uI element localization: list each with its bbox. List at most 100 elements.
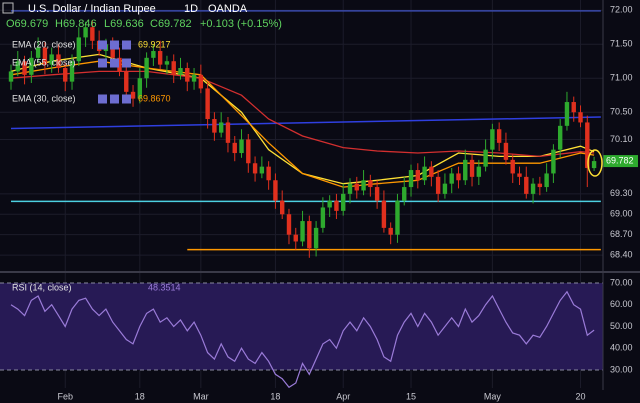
x-tick-label: 18 xyxy=(135,391,145,401)
y-tick-label: 68.70 xyxy=(610,229,633,239)
last-price-box xyxy=(603,155,638,168)
candle-body xyxy=(29,57,34,75)
candle-body xyxy=(449,173,454,184)
candle-body xyxy=(185,68,190,82)
x-tick-label: 18 xyxy=(270,391,280,401)
rsi-band xyxy=(0,283,603,370)
legend-entry: EMA (20, close) xyxy=(12,39,76,49)
legend-entry: EMA (55, close) xyxy=(12,57,76,67)
quote-low: L69.636 xyxy=(104,18,144,30)
legend-value: 69.9217 xyxy=(138,39,171,49)
candle-body xyxy=(273,180,278,201)
legend-icon[interactable] xyxy=(98,94,107,104)
candle-body xyxy=(157,51,163,65)
x-tick-label: Mar xyxy=(193,391,209,401)
legend-icon[interactable] xyxy=(110,40,119,50)
legend-icon[interactable] xyxy=(122,58,131,68)
candle-body xyxy=(517,173,522,177)
rsi-legend: RSI (14, close) xyxy=(12,282,72,292)
legend-icon[interactable] xyxy=(122,40,131,50)
last-price-label: 69.782 xyxy=(606,155,634,165)
candle-body xyxy=(347,183,353,194)
rsi-plot xyxy=(0,282,603,388)
legend-icon[interactable] xyxy=(98,40,107,50)
candle-body xyxy=(530,183,536,194)
candle-body xyxy=(551,149,556,174)
candle-body xyxy=(90,27,95,41)
y-tick-label: 72.00 xyxy=(610,5,633,15)
y-tick-label: 40.00 xyxy=(610,343,633,353)
x-tick-label: 15 xyxy=(406,391,416,401)
candle-body xyxy=(8,71,14,82)
candle-body xyxy=(124,71,129,92)
candle-body xyxy=(117,57,122,72)
candle-body xyxy=(22,61,27,75)
candle-body xyxy=(503,142,509,160)
candle-body xyxy=(83,27,88,38)
candle-body xyxy=(212,119,217,133)
ema-line xyxy=(10,70,595,158)
y-tick-label: 69.00 xyxy=(610,209,633,219)
y-tick-label: 50.00 xyxy=(610,321,633,331)
legend-icon[interactable] xyxy=(98,58,107,68)
candle-body xyxy=(422,166,427,181)
candle-body xyxy=(341,193,346,211)
candle-body xyxy=(395,200,400,235)
candle-body xyxy=(293,234,298,242)
candle-body xyxy=(15,61,20,72)
candle-body xyxy=(110,44,115,58)
legend-icon[interactable] xyxy=(110,58,119,68)
candle-body xyxy=(252,163,258,174)
candle-body xyxy=(76,37,81,62)
candle-body xyxy=(476,166,482,177)
candle-body xyxy=(408,170,414,188)
candle-body xyxy=(300,221,305,242)
candle-body xyxy=(537,183,543,188)
candle-body xyxy=(381,200,387,228)
legend-icon[interactable] xyxy=(122,94,131,104)
candle-body xyxy=(49,54,54,65)
trend-line xyxy=(10,116,601,130)
candle-body xyxy=(354,183,359,191)
candle-body xyxy=(218,122,224,133)
legend-entry: EMA (30, close) xyxy=(12,93,76,103)
annotation-ellipse xyxy=(587,149,603,177)
candle-body xyxy=(35,47,41,58)
candle-body xyxy=(232,142,237,154)
candle-body xyxy=(564,102,570,126)
y-tick-label: 68.40 xyxy=(610,249,633,259)
candle-body xyxy=(42,47,48,65)
candle-body xyxy=(286,214,292,235)
candle-body xyxy=(313,227,319,249)
candle-body xyxy=(524,176,529,194)
candle-body xyxy=(435,176,441,194)
candle-body xyxy=(442,183,448,194)
candle-body xyxy=(191,74,197,82)
source: OANDA xyxy=(208,3,248,15)
y-tick-label: 70.00 xyxy=(610,277,633,287)
candle-body xyxy=(334,200,339,211)
candle-body xyxy=(205,88,210,120)
legend-value: 69.8670 xyxy=(138,93,171,103)
candle-body xyxy=(63,68,68,82)
legend-icon[interactable] xyxy=(110,94,119,104)
x-tick-label: May xyxy=(484,391,502,401)
quote-close: C69.782 xyxy=(150,18,192,30)
candle-body xyxy=(374,187,380,201)
candle-body xyxy=(510,159,515,174)
x-tick-label: 20 xyxy=(576,391,586,401)
candle-body xyxy=(171,61,176,75)
candle-body xyxy=(164,61,170,65)
candle-body xyxy=(266,166,271,181)
candle-body xyxy=(178,68,183,75)
candle-body xyxy=(415,170,420,181)
y-tick-label: 71.00 xyxy=(610,73,633,83)
candle-body xyxy=(483,149,488,167)
candle-body xyxy=(571,102,576,113)
candle-body xyxy=(198,74,204,89)
chart-title: U.S. Dollar / Indian Rupee xyxy=(28,3,156,15)
candle-body xyxy=(456,173,461,181)
collapse-icon[interactable] xyxy=(2,2,14,14)
